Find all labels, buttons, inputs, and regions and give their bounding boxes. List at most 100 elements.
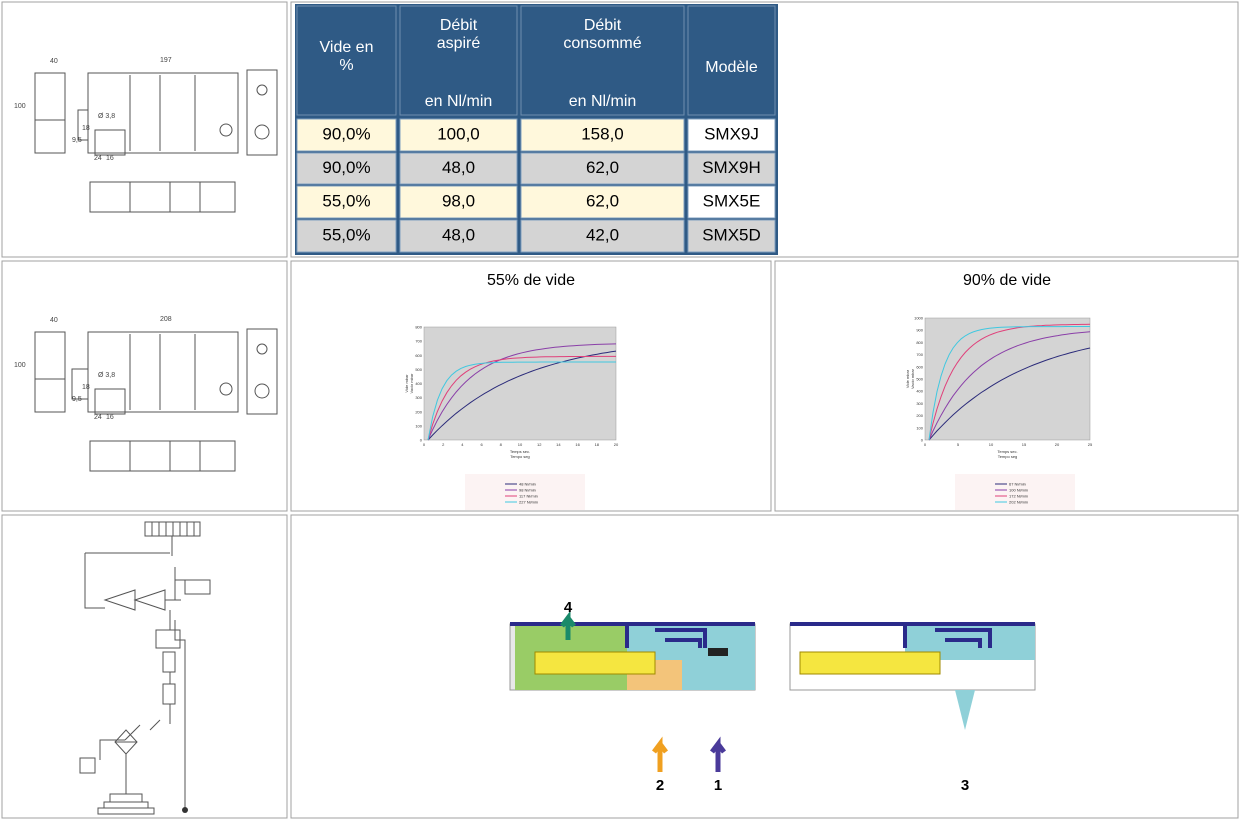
y-tick: 0 xyxy=(420,438,423,443)
table-cell xyxy=(296,185,397,219)
y-tick: 600 xyxy=(916,364,923,369)
table-text: SMX5D xyxy=(702,225,761,244)
port-label: 1 xyxy=(714,777,722,794)
legend-text: 202 Nl/min xyxy=(1009,500,1028,505)
y-tick: 400 xyxy=(415,381,422,386)
x-tick: 6 xyxy=(480,442,483,447)
graph-title: 55% de vide xyxy=(487,272,575,289)
exhaust xyxy=(955,690,975,730)
table-cell xyxy=(687,219,776,253)
table-cell xyxy=(520,118,685,152)
outline xyxy=(34,328,278,472)
x-tick: 20 xyxy=(614,442,619,447)
header-text: Débit xyxy=(440,17,478,34)
legend-text: 172 Nl/min xyxy=(1009,494,1028,499)
table-cell xyxy=(520,219,685,253)
y-tick: 200 xyxy=(415,409,422,414)
outline xyxy=(254,383,270,399)
y-tick: 700 xyxy=(916,352,923,357)
legend-text: 117 Nl/min xyxy=(519,494,538,499)
dimension: 18 xyxy=(82,384,90,391)
y-label: Vacio mbar xyxy=(910,368,915,389)
outline xyxy=(219,123,233,137)
curve xyxy=(427,361,616,441)
header-cell xyxy=(399,5,518,116)
y-tick: 800 xyxy=(916,340,923,345)
x-tick: 0 xyxy=(423,442,426,447)
cell xyxy=(290,514,1239,819)
x-tick: 5 xyxy=(957,442,960,447)
dimension: Ø 3,8 xyxy=(98,372,115,379)
table-text: 48,0 xyxy=(442,158,475,177)
x-tick: 10 xyxy=(518,442,523,447)
table-text: SMX5E xyxy=(703,191,761,210)
table-text: 90,0% xyxy=(322,158,370,177)
symbol xyxy=(84,536,185,611)
symbol xyxy=(182,807,188,813)
curve xyxy=(427,343,617,441)
cutaway: 4 2 1 3 xyxy=(509,599,1036,794)
arrow xyxy=(652,736,668,772)
dimension: 100 xyxy=(14,362,26,369)
cell xyxy=(1,1,288,258)
cell xyxy=(1,260,288,512)
x-tick: 15 xyxy=(1022,442,1027,447)
table-cell xyxy=(520,152,685,185)
table-text: SMX9J xyxy=(704,124,759,143)
plot-area xyxy=(423,326,617,441)
x-tick: 8 xyxy=(500,442,503,447)
legend-text: 98 Nl/min xyxy=(519,488,536,493)
legend-box xyxy=(465,474,585,510)
y-tick: 1000 xyxy=(914,316,924,321)
nozzle xyxy=(799,651,941,675)
dimension: 16 xyxy=(106,155,114,162)
header-text: % xyxy=(339,57,353,74)
legend-text: 48 Nl/min xyxy=(519,482,536,487)
header-text: consommé xyxy=(563,35,641,52)
symbol xyxy=(151,522,195,536)
legend-box xyxy=(955,474,1075,510)
table-text: 98,0 xyxy=(442,191,475,210)
y-tick: 800 xyxy=(415,325,422,330)
table-cell xyxy=(687,118,776,152)
outline xyxy=(254,124,270,140)
table-text: 48,0 xyxy=(442,225,475,244)
header-cell xyxy=(520,5,685,116)
header-cell xyxy=(687,5,776,116)
wall xyxy=(510,622,755,648)
curve xyxy=(928,323,1091,441)
arrow xyxy=(560,610,576,640)
y-tick: 300 xyxy=(916,401,923,406)
header-text: Modèle xyxy=(705,59,758,76)
outline xyxy=(219,382,233,396)
dimension: Ø 3,8 xyxy=(98,113,115,120)
table-text: 90,0% xyxy=(322,124,370,143)
table-cell xyxy=(687,185,776,219)
y-label: Vide mbar xyxy=(404,374,409,393)
table-text: SMX9H xyxy=(702,158,761,177)
x-tick: 25 xyxy=(1088,442,1093,447)
y-tick: 400 xyxy=(916,389,923,394)
curve xyxy=(427,355,616,441)
chamber xyxy=(682,660,755,690)
cell xyxy=(1,514,288,819)
x-tick: 4 xyxy=(461,442,464,447)
dimension: 40 xyxy=(50,317,58,324)
port-label: 4 xyxy=(564,599,573,616)
dimension: 197 xyxy=(160,57,172,64)
legend-text: 227 Nl/min xyxy=(519,500,538,505)
x-tick: 18 xyxy=(595,442,600,447)
symbol xyxy=(162,683,176,705)
y-tick: 300 xyxy=(415,395,422,400)
table-cell xyxy=(399,219,518,253)
x-label: Tempo seg xyxy=(998,454,1018,459)
table-cell xyxy=(520,185,685,219)
header-text: en Nl/min xyxy=(425,93,493,110)
table-cell xyxy=(399,118,518,152)
port-label: 3 xyxy=(961,777,969,794)
x-tick: 14 xyxy=(556,442,561,447)
